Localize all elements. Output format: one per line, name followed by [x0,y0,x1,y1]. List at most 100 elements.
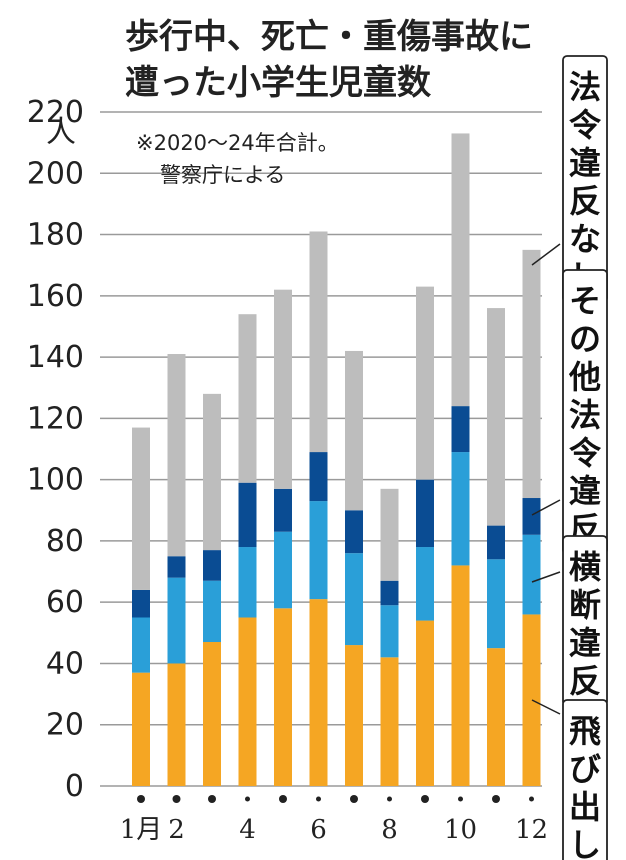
bar-sonota-month-10 [451,406,470,453]
bar-nashi-month-7 [345,350,363,511]
month-dots [137,795,534,803]
month-dot-10 [458,796,463,802]
bar-nashi-month-10 [451,133,470,407]
bar-oudan-month-10 [451,452,470,566]
month-dot-1 [137,795,145,803]
bar-nashi-month-9 [416,286,434,480]
bar-tobidashi-month-11 [487,648,505,786]
bar-nashi-month-11 [487,308,505,526]
x-tick-8: 8 [381,815,398,845]
bar-oudan-month-9 [416,547,434,621]
bars [132,133,541,786]
legend-label-nashi: 法令違反なし [569,68,602,296]
y-tick-160: 160 [27,279,84,314]
bar-tobidashi-month-9 [416,620,434,786]
bar-tobidashi-month-12 [522,614,541,786]
source-note-line-1: ※2020～24年合計。 [136,131,339,155]
bar-sonota-month-3 [203,550,221,581]
bar-nashi-month-12 [522,249,541,499]
bar-nashi-month-4 [238,314,257,483]
bar-tobidashi-month-5 [274,608,292,786]
bar-oudan-month-4 [238,547,257,618]
bar-oudan-month-3 [203,580,221,643]
source-note-line-2: 警察庁による [160,163,285,187]
legend-label-oudan: 横断違反 [569,548,601,700]
x-tick-2: 2 [168,815,185,845]
legend-box-tobidashi [562,699,608,860]
month-dot-4 [245,796,250,802]
y-tick-60: 60 [46,585,84,620]
leader-line-tobidashi [531,699,561,715]
bar-sonota-month-8 [380,580,399,606]
leader-line-oudan [531,571,561,583]
bar-oudan-month-2 [167,577,186,664]
bar-tobidashi-month-7 [345,645,363,786]
y-tick-labels: 0 20 40 60 80 100 120 140 160 180 200 220 [27,95,84,804]
bar-nashi-month-3 [203,393,221,551]
y-tick-40: 40 [46,646,84,681]
y-tick-80: 80 [46,524,84,559]
bar-sonota-month-1 [132,589,150,618]
month-dot-8 [387,796,392,802]
y-tick-120: 120 [27,401,84,436]
y-tick-180: 180 [27,218,84,253]
bar-tobidashi-month-2 [167,663,186,786]
legend-leader-lines [531,243,561,715]
bar-nashi-month-1 [132,427,150,590]
bar-tobidashi-month-8 [380,657,399,786]
month-dot-11 [492,795,500,803]
bar-sonota-month-12 [522,498,541,535]
legend-label-tobidashi: 飛び出し [569,712,601,860]
bar-sonota-month-4 [238,482,257,548]
bar-tobidashi-month-3 [203,642,221,786]
bar-tobidashi-month-4 [238,617,257,786]
y-tick-200: 200 [27,156,84,191]
bar-oudan-month-1 [132,617,150,673]
bar-tobidashi-month-6 [309,599,328,786]
x-tick-4: 4 [239,815,256,845]
legend: 法令違反なしその他法令違反横断違反飛び出し [562,55,608,860]
month-dot-6 [316,796,321,802]
x-tick-10: 10 [444,815,477,845]
bar-oudan-month-11 [487,559,505,649]
month-dot-3 [208,795,216,803]
bar-nashi-month-5 [274,289,292,489]
bar-nashi-month-2 [167,354,186,557]
chart-title-line-2: 遭った小学生児童数 [125,63,431,103]
bar-sonota-month-11 [487,525,505,560]
bar-sonota-month-2 [167,556,186,578]
month-dot-5 [279,795,287,803]
month-dot-2 [172,795,181,803]
month-dot-9 [421,795,429,803]
bar-sonota-month-6 [309,452,328,502]
x-tick-1: 1月 [120,815,163,845]
x-tick-12: 12 [515,815,548,845]
month-dot-7 [350,795,358,803]
y-tick-100: 100 [27,463,84,498]
x-tick-6: 6 [310,815,327,845]
leader-line-sonota [531,499,561,516]
month-dot-12 [529,796,534,802]
bar-oudan-month-7 [345,553,363,646]
y-tick-140: 140 [27,340,84,375]
y-tick-220: 220 [27,95,84,130]
y-tick-20: 20 [46,708,84,743]
bar-nashi-month-8 [380,488,399,581]
bar-tobidashi-month-1 [132,672,150,786]
bar-sonota-month-5 [274,488,292,532]
bar-oudan-month-5 [274,531,292,609]
legend-label-sonota: その他法令違反 [568,282,602,548]
bar-oudan-month-6 [309,501,328,600]
chart-title-line-1: 歩行中、死亡・重傷事故に [125,17,533,57]
bar-sonota-month-9 [416,479,434,548]
y-tick-0: 0 [65,769,84,804]
bar-nashi-month-6 [309,231,328,453]
leader-line-nashi [531,243,561,266]
y-axis-unit: 人 [46,115,76,150]
bar-sonota-month-7 [345,510,363,554]
bar-oudan-month-8 [380,605,399,658]
x-tick-labels: 1月 2 4 6 8 10 12 [120,815,548,845]
bar-oudan-month-12 [522,534,541,615]
bar-tobidashi-month-10 [451,565,470,786]
